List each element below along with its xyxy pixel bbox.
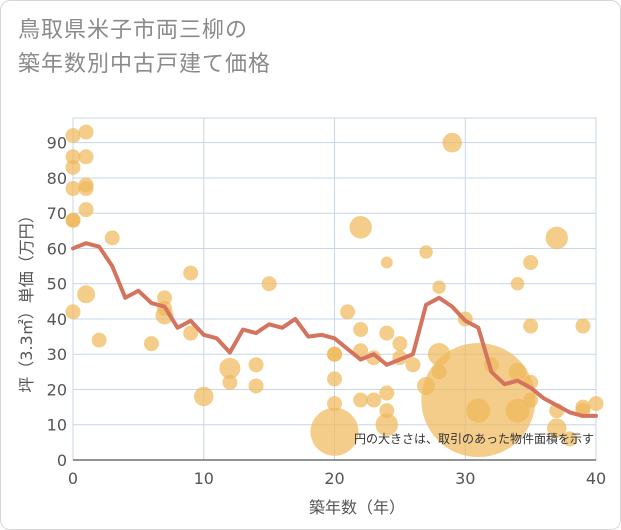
data-point [379,385,395,401]
data-point [432,280,446,294]
y-tick-label: 50 [47,275,67,294]
x-tick-label: 40 [586,469,606,488]
data-point [78,149,94,165]
data-point [248,357,264,373]
title-line-1: 鳥取県米子市両三柳の [18,18,249,43]
data-point [222,374,238,390]
data-point [143,336,159,352]
data-point [505,398,530,423]
y-tick-label: 60 [47,239,67,258]
data-point [575,318,591,334]
data-point [77,285,96,304]
y-tick-label: 0 [57,451,67,470]
data-point [392,336,408,352]
data-point [523,318,539,334]
bubble-series [65,124,604,458]
y-tick-label: 90 [47,134,67,153]
y-tick-label: 80 [47,169,67,188]
data-point [327,371,342,387]
data-point [65,212,81,228]
y-tick-label: 40 [47,310,67,329]
data-point [65,181,81,197]
trend-series [71,241,598,418]
data-point [261,276,277,292]
y-tick-label: 30 [47,345,67,364]
data-point [327,346,342,362]
trend-line [71,241,598,418]
data-point [248,378,264,394]
data-point [183,265,199,281]
y-tick-label: 20 [47,380,67,399]
data-point [157,290,173,306]
y-axis-title: 坪（3.3㎡）単価（万円） [17,207,36,392]
data-point [78,124,94,140]
data-point [327,396,342,412]
y-tick-label: 70 [47,204,67,223]
data-point [523,392,539,408]
data-point [562,431,578,447]
x-tick-label: 30 [455,469,475,488]
data-point [545,226,569,250]
data-point [380,256,393,269]
data-point [523,255,539,271]
y-tick-label: 10 [47,416,67,435]
data-point [104,230,120,246]
data-point [508,362,527,381]
data-point [353,322,369,338]
data-point [194,386,214,407]
x-axis-title: 築年数（年） [309,498,405,517]
data-point [366,392,382,408]
data-point [65,149,81,165]
data-point [78,202,94,218]
chart-title: 鳥取県米子市両三柳の 築年数別中古戸建て価格 [18,14,271,82]
size-note: 円の大きさは、取引のあった物件面積を示す [354,431,594,446]
data-point [65,304,81,320]
data-point [349,216,372,239]
data-point [183,325,199,341]
data-point [310,407,359,456]
data-point [379,325,395,341]
data-point [405,357,421,373]
title-line-2: 築年数別中古戸建て価格 [18,52,272,77]
x-tick-label: 10 [194,469,214,488]
data-point [547,418,567,439]
data-point [375,413,399,436]
data-point [78,181,94,197]
data-point [219,357,241,379]
data-point [419,245,433,259]
data-point [91,332,107,348]
data-point [353,392,369,408]
data-point [588,396,604,412]
axes: 0 10 20 30 40 0 10 20 30 40 50 60 70 80 90 [47,134,607,488]
x-tick-label: 0 [68,469,78,488]
data-point [340,304,356,320]
data-point [65,159,81,175]
data-point [510,276,525,291]
x-tick-label: 20 [324,469,344,488]
data-point [65,128,81,144]
data-point [442,132,462,153]
data-point [466,398,491,423]
